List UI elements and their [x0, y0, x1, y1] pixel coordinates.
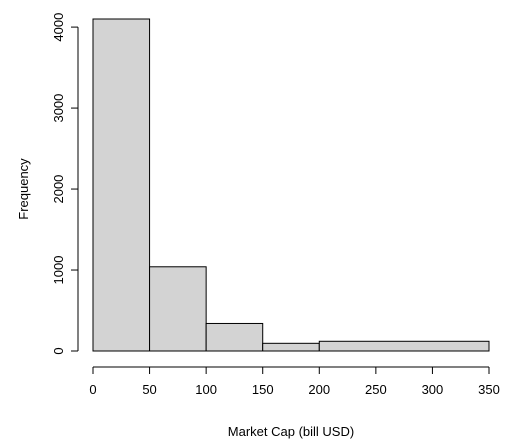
- x-tick-label: 150: [252, 382, 274, 397]
- x-tick-label: 100: [195, 382, 217, 397]
- histogram-bar-2: [205, 322, 264, 352]
- x-tick-label: 250: [365, 382, 387, 397]
- x-tick-label: 200: [308, 382, 330, 397]
- histogram-bar-4: [318, 340, 490, 352]
- x-tick-label: 50: [142, 382, 156, 397]
- histogram-bar-3: [262, 342, 320, 352]
- x-axis: 0 50 100 150 200 250 300 350: [89, 366, 500, 397]
- y-tick-label: 4000: [51, 13, 66, 42]
- histogram-bar-1: [149, 266, 207, 352]
- y-tick-label: 1000: [51, 256, 66, 285]
- x-tick-label: 0: [89, 382, 96, 397]
- x-tick-label: 350: [478, 382, 500, 397]
- y-axis: 0 1000 2000 3000 4000: [51, 13, 79, 355]
- y-tick-label: 2000: [51, 175, 66, 204]
- histogram-bars: [92, 18, 490, 352]
- y-tick-label: 0: [51, 347, 66, 354]
- x-axis-title: Market Cap (bill USD): [228, 424, 354, 439]
- y-axis-title: Frequency: [16, 158, 31, 220]
- y-tick-label: 3000: [51, 94, 66, 123]
- histogram-bar-0: [92, 18, 151, 352]
- x-tick-label: 300: [422, 382, 444, 397]
